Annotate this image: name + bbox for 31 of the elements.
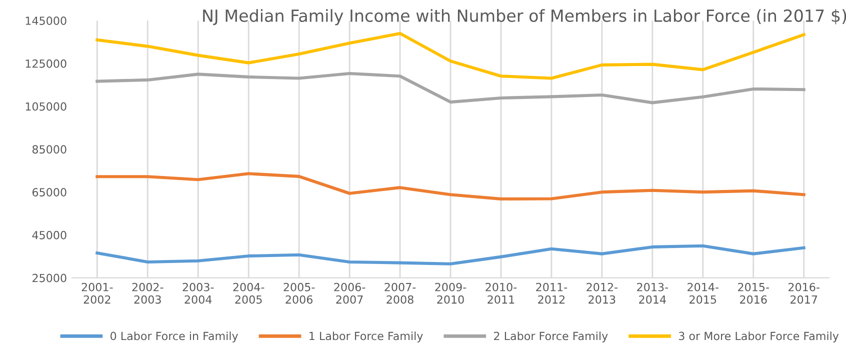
y-tick-label: 45000 bbox=[32, 230, 66, 240]
x-tick-label: 2016- 2017 bbox=[788, 282, 820, 304]
line-series bbox=[96, 172, 806, 200]
y-tick-label: 85000 bbox=[32, 145, 66, 154]
x-tick-label: 2012- 2013 bbox=[586, 282, 618, 304]
legend-label: 1 Labor Force Family bbox=[310, 332, 423, 342]
x-tick-label: 2011- 2012 bbox=[536, 282, 568, 304]
x-tick-label: 2010- 2011 bbox=[486, 282, 517, 304]
x-tick-label: 2004- 2005 bbox=[233, 282, 264, 304]
x-tick-label: 2003- 2004 bbox=[182, 282, 214, 304]
chart-title: NJ Median Family Income with Number of Members in Labor Force (in 2017 $) bbox=[203, 9, 846, 26]
legend-label: 0 Labor Force in Family bbox=[110, 332, 238, 342]
legend-label: 2 Labor Force Family bbox=[494, 332, 608, 342]
x-tick-label: 2013- 2014 bbox=[637, 282, 668, 304]
x-tick-label: 2006- 2007 bbox=[334, 282, 366, 304]
x-tick-label: 2002- 2003 bbox=[132, 282, 164, 304]
x-tick-label: 2009- 2010 bbox=[435, 282, 466, 304]
x-tick-label: 2015- 2016 bbox=[738, 282, 769, 304]
x-tick-label: 2001- 2002 bbox=[82, 282, 113, 304]
line-series bbox=[96, 72, 806, 104]
y-tick-label: 65000 bbox=[32, 188, 66, 196]
y-tick-label: 105000 bbox=[26, 102, 66, 111]
x-tick-label: 2007- 2008 bbox=[384, 282, 416, 304]
y-tick-label: 145000 bbox=[26, 16, 66, 25]
legend-label: 3 or More Labor Force Family bbox=[678, 332, 839, 342]
line-series bbox=[96, 32, 806, 80]
x-tick-label: 2005- 2006 bbox=[284, 282, 315, 304]
y-tick-label: 125000 bbox=[26, 59, 66, 68]
line-series bbox=[96, 244, 806, 266]
y-tick-label: 25000 bbox=[32, 274, 66, 282]
x-tick-label: 2014- 2015 bbox=[688, 282, 718, 304]
